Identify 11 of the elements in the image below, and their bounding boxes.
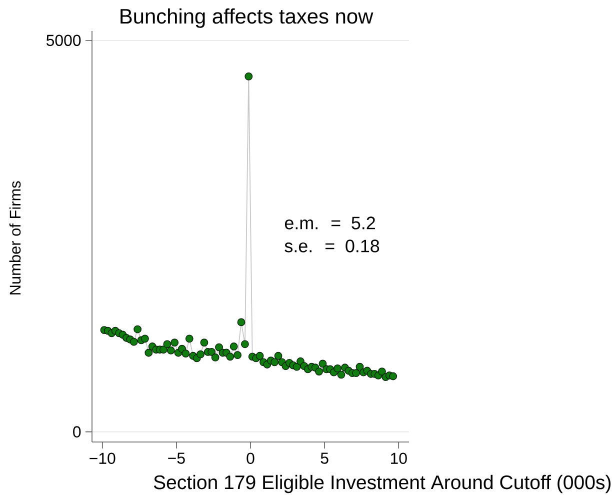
x-tick-label: −5 — [168, 452, 185, 464]
y-axis-title: Number of Firms — [9, 181, 21, 294]
x-tick-label: 5 — [320, 452, 328, 464]
x-axis-title: Section 179 Eligible Investment Around Cutoff (000s) — [154, 474, 611, 494]
x-tick-label: 0 — [246, 452, 254, 464]
x-tick-label: −10 — [90, 452, 116, 464]
y-tick-label: 5000 — [46, 34, 81, 46]
chart-title: Bunching affects taxes now — [120, 8, 374, 28]
annotation: s.e. = 0.18 — [284, 240, 380, 252]
annotation: e.m. = 5.2 — [284, 216, 375, 230]
x-tick-label: 10 — [390, 452, 407, 464]
